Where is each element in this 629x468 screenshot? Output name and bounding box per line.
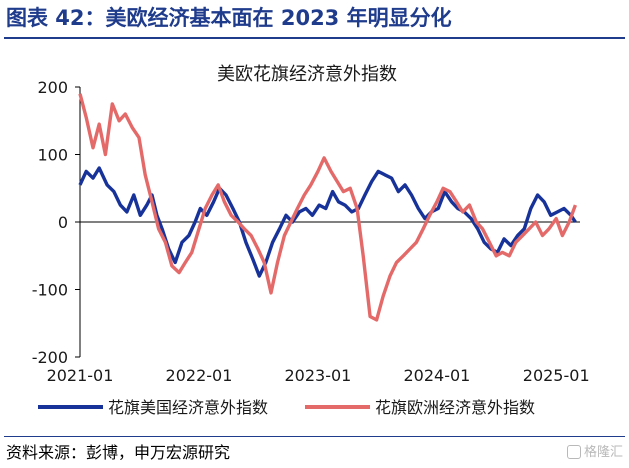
y-tick-label: -100 [32, 281, 68, 300]
chart: 美欧花旗经济意外指数 -200 -100 0 100 200 2021-01 2022-01… [32, 64, 590, 417]
y-tick-label: -200 [32, 348, 68, 367]
chart-legend: 花旗美国经济意外指数 花旗欧洲经济意外指数 [38, 398, 535, 417]
chart-axes: -200 -100 0 100 200 2021-01 2022-01 2023-01 2024… [32, 78, 590, 385]
x-tick-label: 2022-01 [166, 366, 233, 385]
legend-label: 花旗欧洲经济意外指数 [375, 398, 535, 417]
eu-series-line [78, 93, 577, 322]
x-tick-label: 2023-01 [285, 366, 352, 385]
watermark: 格隆汇 [566, 442, 623, 464]
x-tick-label: 2025-01 [523, 366, 590, 385]
header-divider [4, 37, 625, 39]
chart-title: 美欧花旗经济意外指数 [217, 64, 397, 85]
y-tick-label: 0 [58, 213, 68, 232]
source-note: 资料来源：彭博，申万宏源研究 [6, 443, 231, 462]
watermark-text: 格隆汇 [583, 445, 623, 460]
y-tick-label: 100 [37, 146, 68, 165]
source-divider [4, 436, 625, 437]
y-tick-label: 200 [37, 78, 68, 97]
chart-series [78, 93, 577, 322]
watermark-logo-icon [566, 445, 581, 459]
x-tick-label: 2024-01 [403, 366, 470, 385]
legend-label: 花旗美国经济意外指数 [108, 398, 268, 417]
x-tick-label: 2021-01 [47, 366, 114, 385]
page-title: 图表 42：美欧经济基本面在 2023 年明显分化 [6, 6, 452, 30]
